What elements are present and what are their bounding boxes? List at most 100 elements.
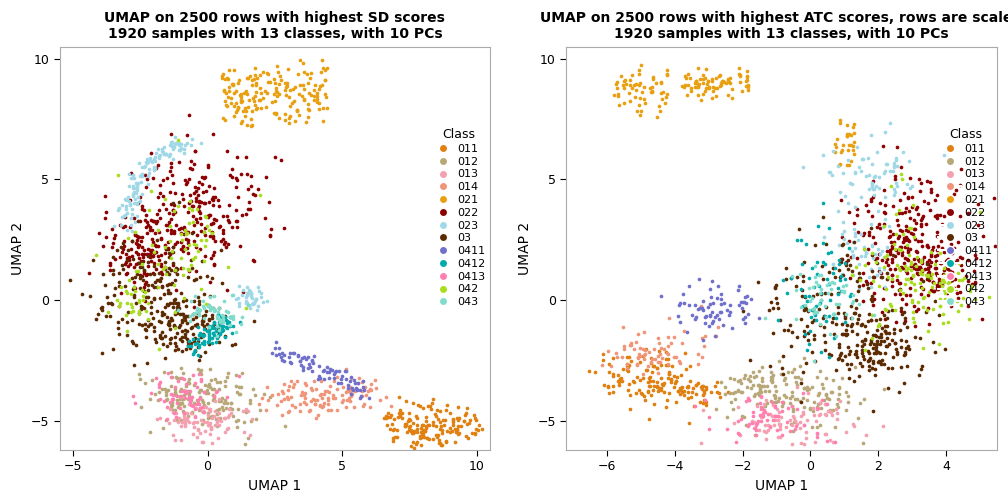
Point: [938, 271, 955, 279]
Point: [130, 159, 146, 167]
Point: [96, 241, 112, 249]
Point: [240, 301, 256, 309]
Point: [114, 247, 130, 256]
Point: [796, 258, 812, 266]
Point: [778, 423, 794, 431]
Point: [210, 377, 226, 386]
Point: [214, 326, 230, 334]
Point: [119, 331, 135, 339]
Point: [299, 70, 316, 78]
Point: [165, 229, 181, 237]
Point: [753, 392, 769, 400]
Point: [259, 297, 275, 305]
Point: [195, 297, 211, 305]
Point: [239, 120, 255, 129]
Point: [822, 407, 838, 415]
Point: [164, 431, 180, 439]
Point: [218, 316, 234, 324]
Point: [710, 84, 726, 92]
Point: [240, 74, 256, 82]
Point: [163, 140, 179, 148]
Point: [208, 194, 224, 202]
Point: [600, 347, 616, 355]
Point: [939, 295, 956, 303]
Point: [872, 268, 888, 276]
Point: [202, 306, 218, 314]
Point: [146, 241, 162, 249]
Point: [830, 395, 846, 403]
Point: [658, 66, 674, 74]
Point: [299, 112, 316, 120]
Point: [611, 381, 627, 389]
Point: [144, 376, 160, 385]
Point: [268, 108, 284, 116]
Point: [218, 404, 234, 412]
Point: [804, 294, 821, 302]
Point: [827, 140, 843, 148]
Point: [642, 84, 658, 92]
Point: [846, 150, 862, 158]
Point: [206, 318, 222, 326]
Point: [865, 331, 881, 339]
Point: [151, 317, 167, 325]
Point: [322, 367, 338, 375]
Point: [875, 422, 891, 430]
Point: [233, 90, 249, 98]
Point: [869, 340, 885, 348]
Point: [775, 276, 791, 284]
Point: [119, 299, 135, 307]
Point: [166, 324, 182, 332]
Point: [311, 401, 328, 409]
Point: [161, 152, 177, 160]
Point: [899, 179, 915, 187]
Point: [788, 381, 804, 389]
Point: [151, 345, 167, 353]
Point: [794, 261, 810, 269]
Point: [811, 399, 828, 407]
Point: [145, 269, 161, 277]
Point: [631, 386, 647, 394]
Point: [104, 300, 120, 308]
Point: [169, 399, 185, 407]
Point: [797, 239, 813, 247]
Point: [734, 388, 750, 396]
Point: [704, 94, 720, 102]
Point: [203, 211, 219, 219]
Point: [161, 289, 177, 297]
Point: [810, 404, 827, 412]
Point: [197, 403, 213, 411]
Point: [183, 135, 200, 143]
Point: [185, 335, 202, 343]
Point: [929, 191, 946, 199]
Point: [817, 312, 834, 320]
Point: [282, 349, 298, 357]
Point: [389, 426, 405, 434]
Point: [143, 320, 159, 328]
Point: [209, 322, 225, 330]
Point: [797, 293, 813, 301]
Point: [767, 398, 783, 406]
Point: [879, 334, 895, 342]
Point: [94, 302, 110, 310]
Point: [740, 375, 756, 384]
Point: [136, 266, 152, 274]
Point: [238, 407, 254, 415]
Point: [892, 336, 908, 344]
Point: [863, 316, 879, 324]
Point: [116, 212, 132, 220]
Point: [941, 296, 958, 304]
Point: [689, 350, 706, 358]
Point: [867, 184, 883, 193]
Point: [789, 405, 805, 413]
Point: [659, 396, 675, 404]
Point: [206, 193, 222, 201]
Point: [223, 171, 239, 179]
Point: [903, 258, 919, 266]
Point: [778, 264, 794, 272]
Point: [294, 353, 310, 361]
Point: [129, 235, 145, 243]
Point: [212, 222, 228, 230]
Point: [174, 399, 191, 407]
Point: [181, 398, 198, 406]
Point: [166, 389, 182, 397]
